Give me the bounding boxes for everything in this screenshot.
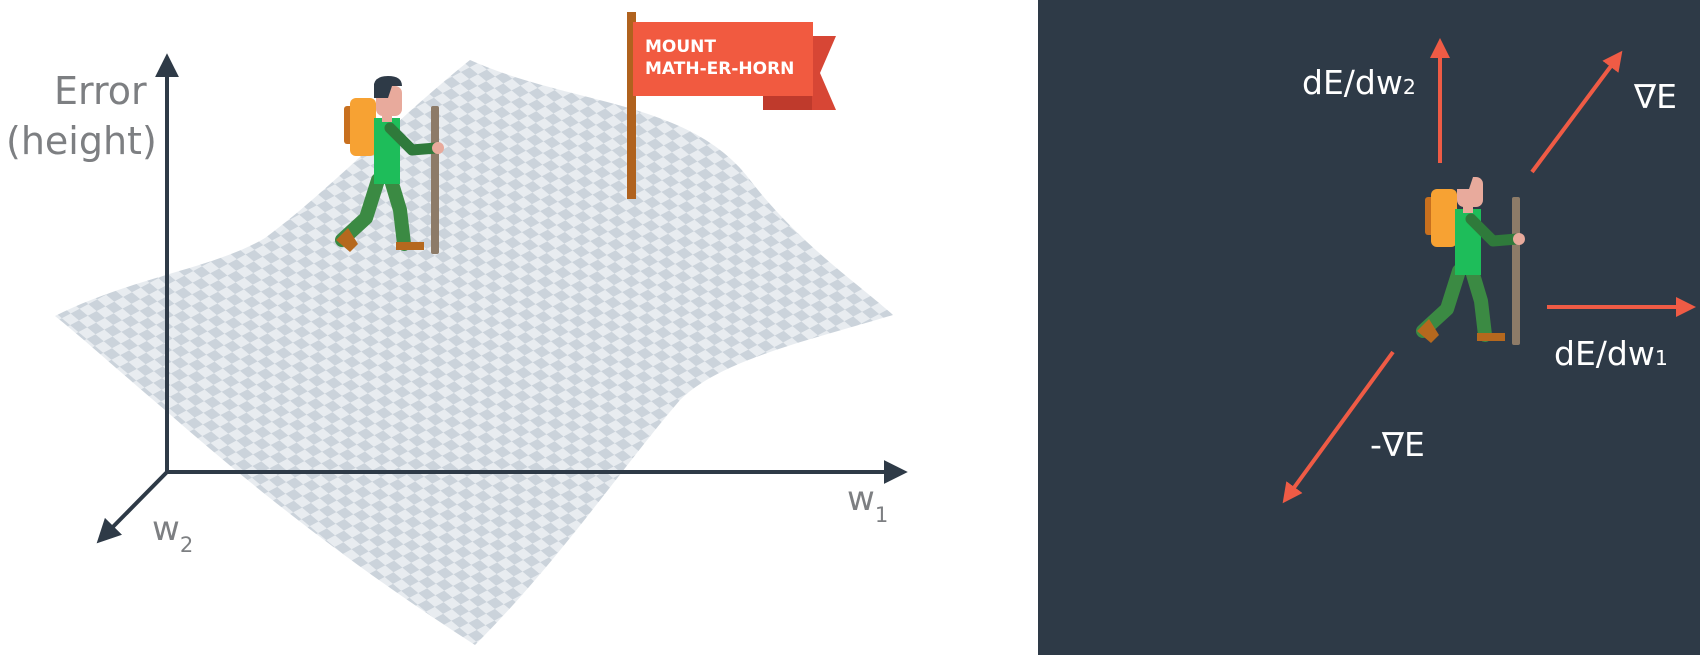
w2-axis-label: w2 bbox=[152, 509, 193, 555]
negative-gradient-label: -∇E bbox=[1370, 425, 1425, 464]
dE-dw1-text: dE/dw bbox=[1554, 334, 1655, 373]
flag-text-line2: MATH-ER-HORN bbox=[645, 58, 795, 79]
flag-text: MOUNT MATH-ER-HORN bbox=[645, 37, 794, 81]
flag-icon bbox=[627, 12, 836, 199]
negative-gradient-arrow bbox=[1282, 350, 1395, 504]
error-surface bbox=[55, 60, 893, 645]
right-panel bbox=[1038, 0, 1700, 655]
dE-dw1-subscript: 1 bbox=[1654, 346, 1668, 370]
w1-subscript: 1 bbox=[874, 502, 889, 527]
dE-dw1-label: dE/dw1 bbox=[1554, 337, 1668, 370]
y-axis-label-line2: (height) bbox=[6, 119, 157, 163]
dE-dw2-subscript: 2 bbox=[1402, 75, 1416, 99]
dE-dw2-text: dE/dw bbox=[1302, 63, 1403, 102]
w1-letter: w bbox=[847, 479, 875, 519]
gradient-arrow bbox=[1530, 50, 1623, 174]
w2-axis bbox=[96, 470, 169, 544]
w2-letter: w bbox=[152, 509, 180, 549]
w2-subscript: 2 bbox=[179, 532, 194, 557]
flag-text-line1: MOUNT bbox=[645, 37, 716, 57]
dE-dw2-label: dE/dw2 bbox=[1302, 66, 1416, 99]
y-axis-label-line1: Error bbox=[54, 69, 147, 113]
w1-axis-label: w1 bbox=[847, 479, 888, 525]
gradient-label: ∇E bbox=[1634, 77, 1677, 116]
